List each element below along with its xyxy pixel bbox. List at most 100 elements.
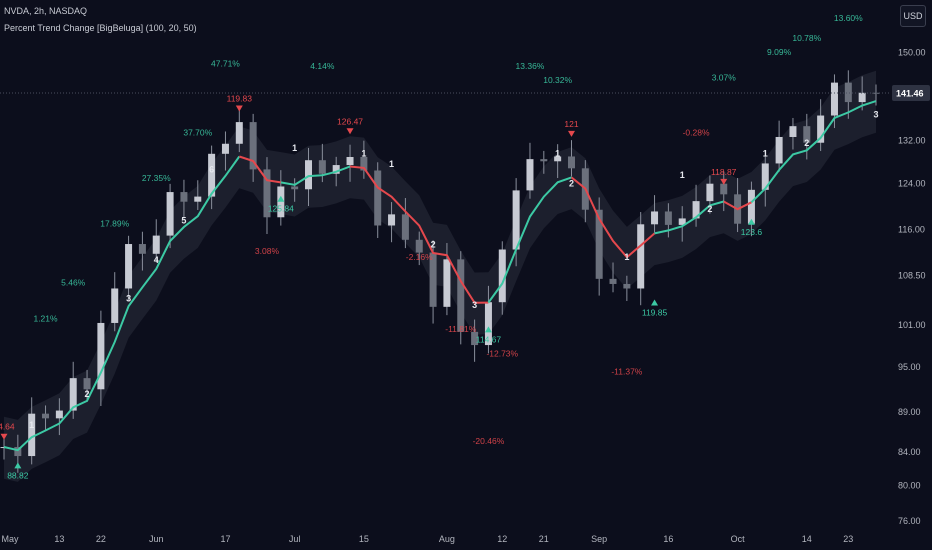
candle-body xyxy=(664,211,672,225)
time-axis xyxy=(0,530,890,550)
count-label: 1 xyxy=(389,159,394,169)
signal-label: 88.82 xyxy=(7,470,29,480)
candle-body xyxy=(623,283,631,289)
currency-button[interactable]: USD xyxy=(900,5,926,27)
y-tick-label: 124.00 xyxy=(898,179,926,189)
candle-body xyxy=(42,413,50,419)
count-label: 1 xyxy=(680,170,685,180)
x-tick-label: 13 xyxy=(54,534,64,544)
signal-label: 121 xyxy=(564,119,578,129)
percent-label: 13.60% xyxy=(834,13,863,23)
x-tick-label: 17 xyxy=(220,534,230,544)
signal-up-icon xyxy=(484,326,492,333)
percent-label: 1.21% xyxy=(33,314,58,324)
candle-body xyxy=(858,92,866,103)
signal-down-icon xyxy=(0,433,8,440)
count-label: 1 xyxy=(763,148,768,158)
symbol-info: NVDA, 2h, NASDAQ xyxy=(4,6,88,16)
candle-body xyxy=(346,157,354,166)
y-tick-label: 132.00 xyxy=(898,136,926,146)
signal-label: 84.64 xyxy=(0,422,15,432)
signal-down-icon xyxy=(346,128,354,135)
candle-body xyxy=(595,209,603,279)
percent-label: 3.08% xyxy=(255,246,280,256)
trend-line-segment xyxy=(654,200,724,235)
count-label: 2 xyxy=(85,389,90,399)
trend-line-segment xyxy=(487,176,572,304)
count-label: 3 xyxy=(472,300,477,310)
candle-body xyxy=(180,192,188,202)
percent-label: -12.73% xyxy=(486,348,518,358)
candle-body xyxy=(761,163,769,190)
candle-body xyxy=(263,169,271,218)
indicator-title: Percent Trend Change [BigBeluga] (100, 2… xyxy=(4,23,197,33)
candle-body xyxy=(457,259,465,332)
candle-body xyxy=(789,126,797,137)
signal-label: 114.67 xyxy=(476,334,502,344)
x-tick-label: 12 xyxy=(497,534,507,544)
candle-body xyxy=(69,378,77,411)
signal-up-icon xyxy=(747,218,755,225)
candle-body xyxy=(374,170,382,226)
percent-label: 10.78% xyxy=(792,33,821,43)
candle-body xyxy=(249,122,257,170)
candle-body xyxy=(305,160,313,190)
percent-label: 37.70% xyxy=(183,127,212,137)
candle-body xyxy=(388,214,396,226)
count-label: 4 xyxy=(154,255,159,265)
percent-label: -2.16% xyxy=(406,252,433,262)
candle-body xyxy=(844,82,852,103)
percent-label: -0.28% xyxy=(683,127,710,137)
candle-body xyxy=(609,278,617,284)
percent-label: 3.07% xyxy=(712,73,737,83)
x-tick-label: 15 xyxy=(359,534,369,544)
candle-body xyxy=(277,186,285,218)
trend-line-segment xyxy=(570,176,656,259)
candle-body xyxy=(401,214,409,240)
y-tick-label: 108.50 xyxy=(898,271,926,281)
candle-body xyxy=(125,244,133,289)
candle-body xyxy=(415,239,423,253)
last-price-badge xyxy=(892,84,930,101)
candle-body xyxy=(138,244,146,254)
y-tick-label: 101.00 xyxy=(898,320,926,330)
percent-label: 4.14% xyxy=(310,61,335,71)
candle-body xyxy=(429,252,437,307)
x-tick-label: 14 xyxy=(802,534,812,544)
candle-body xyxy=(678,218,686,225)
y-tick-label: 89.00 xyxy=(898,407,921,417)
count-label: 2 xyxy=(431,240,436,250)
last-price-label: 141.46 xyxy=(896,88,924,98)
percent-label: -11.81% xyxy=(445,324,476,334)
candle-body xyxy=(443,259,451,307)
count-label: 5 xyxy=(181,216,186,226)
candle-body xyxy=(803,126,811,143)
candle-body xyxy=(111,288,119,323)
trend-band xyxy=(4,70,876,482)
trend-line-segment xyxy=(723,200,752,211)
candle-body xyxy=(208,153,216,197)
candle-body xyxy=(747,189,755,224)
x-tick-label: 22 xyxy=(96,534,106,544)
candle-body xyxy=(97,322,105,390)
percent-label: -20.46% xyxy=(473,436,505,446)
count-label: 3 xyxy=(873,110,878,120)
count-label: 1 xyxy=(292,143,297,153)
percent-label: 5.46% xyxy=(61,277,86,287)
candle-body xyxy=(554,156,562,162)
candle-body xyxy=(318,160,326,174)
y-tick-label: 80.00 xyxy=(898,481,921,491)
x-tick-label: Jul xyxy=(289,534,301,544)
trend-line-segment xyxy=(238,155,281,184)
y-tick-label: 95.00 xyxy=(898,362,921,372)
candle-body xyxy=(221,143,229,154)
candle-body xyxy=(526,159,534,191)
candle-body xyxy=(540,159,548,162)
candle-body xyxy=(651,211,659,225)
signal-label: 119.83 xyxy=(227,94,253,104)
x-tick-label: 21 xyxy=(539,534,549,544)
candle-body xyxy=(291,186,299,190)
percent-label: -11.37% xyxy=(611,366,642,376)
candle-body xyxy=(706,183,714,202)
